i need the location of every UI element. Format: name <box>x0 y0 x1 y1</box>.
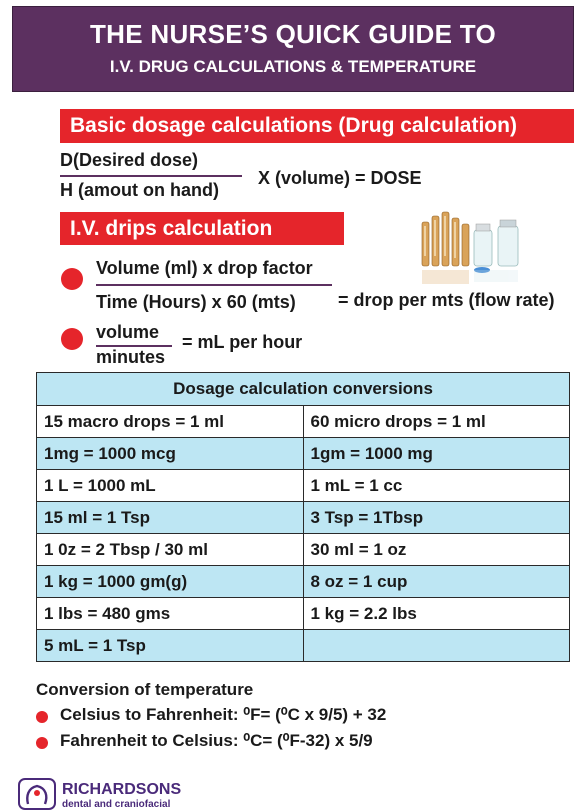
table-cell: 1mg = 1000 mcg <box>36 437 304 470</box>
basic-dosage-banner: Basic dosage calculations (Drug calculat… <box>60 109 574 143</box>
bullet-dot <box>36 711 48 723</box>
table-cell: 1 kg = 2.2 lbs <box>302 597 570 630</box>
page-title: THE NURSE’S QUICK GUIDE TO <box>89 19 497 49</box>
c-to-f-formula: ⁰F= (⁰C x 9/5) + 32 <box>243 705 387 724</box>
fraction-line <box>96 284 332 286</box>
iv-formula1-numerator: Volume (ml) x drop factor <box>96 258 313 278</box>
table-cell: 8 oz = 1 cup <box>302 565 570 598</box>
table-cell: 1gm = 1000 mg <box>302 437 570 470</box>
table-row: 1mg = 1000 mcg 1gm = 1000 mg <box>36 437 570 470</box>
richardsons-logo-icon <box>18 778 56 810</box>
iv-drips-banner: I.V. drips calculation <box>60 212 344 245</box>
table-row: 5 mL = 1 Tsp <box>36 629 570 662</box>
iv-vials-icon <box>421 211 519 284</box>
table-row: 1 0z = 2 Tbsp / 30 ml 30 ml = 1 oz <box>36 533 570 566</box>
table-cell <box>302 629 570 662</box>
f-to-c-formula: ⁰C= (⁰F-32) x 5/9 <box>243 731 373 750</box>
table-row: 1 kg = 1000 gm(g) 8 oz = 1 cup <box>36 565 570 598</box>
brand-name: RICHARDSONS <box>62 781 182 798</box>
table-cell: 1 mL = 1 cc <box>302 469 570 502</box>
temperature-line-1: Celsius to Fahrenheit: ⁰F= (⁰C x 9/5) + … <box>60 705 386 725</box>
iv-formula2-result: = mL per hour <box>182 332 303 352</box>
iv-formula1-result: = drop per mts (flow rate) <box>338 290 555 310</box>
table-cell: 5 mL = 1 Tsp <box>36 629 304 662</box>
table-cell: 1 lbs = 480 gms <box>36 597 304 630</box>
bullet-dot <box>61 328 83 350</box>
table-cell: 30 ml = 1 oz <box>302 533 570 566</box>
iv-formula2-denominator: minutes <box>96 347 166 367</box>
brand-tagline: dental and craniofacial <box>62 799 171 810</box>
table-title: Dosage calculation conversions <box>36 372 570 406</box>
table-cell: 3 Tsp = 1Tbsp <box>302 501 570 534</box>
page-subtitle: I.V. DRUG CALCULATIONS & TEMPERATURE <box>109 57 477 76</box>
conversion-table: Dosage calculation conversions 15 macro … <box>36 372 570 662</box>
table-cell: 1 0z = 2 Tbsp / 30 ml <box>36 533 304 566</box>
bullet-dot <box>36 737 48 749</box>
table-cell: 15 ml = 1 Tsp <box>36 501 304 534</box>
table-row: 15 ml = 1 Tsp 3 Tsp = 1Tbsp <box>36 501 570 534</box>
f-to-c-label: Fahrenheit to Celsius: <box>60 731 239 750</box>
table-cell: 15 macro drops = 1 ml <box>36 405 304 438</box>
table-row: 1 L = 1000 mL 1 mL = 1 cc <box>36 469 570 502</box>
header-banner: THE NURSE’S QUICK GUIDE TO I.V. DRUG CAL… <box>12 6 574 92</box>
temperature-heading: Conversion of temperature <box>36 680 254 699</box>
table-row: 1 lbs = 480 gms 1 kg = 2.2 lbs <box>36 597 570 630</box>
table-row: 15 macro drops = 1 ml 60 micro drops = 1… <box>36 405 570 438</box>
basic-numerator: D(Desired dose) <box>60 150 199 170</box>
iv-formula2-numerator: volume <box>96 322 160 342</box>
basic-denominator: H (amout on hand) <box>60 180 219 200</box>
basic-result: X (volume) = DOSE <box>258 168 422 188</box>
bullet-dot <box>61 268 83 290</box>
fraction-line <box>60 175 242 177</box>
temperature-line-2: Fahrenheit to Celsius: ⁰C= (⁰F-32) x 5/9 <box>60 731 373 751</box>
fraction-line <box>96 345 172 347</box>
table-cell: 1 kg = 1000 gm(g) <box>36 565 304 598</box>
table-cell: 1 L = 1000 mL <box>36 469 304 502</box>
c-to-f-label: Celsius to Fahrenheit: <box>60 705 239 724</box>
iv-formula1-denominator: Time (Hours) x 60 (mts) <box>96 292 296 312</box>
table-cell: 60 micro drops = 1 ml <box>302 405 570 438</box>
